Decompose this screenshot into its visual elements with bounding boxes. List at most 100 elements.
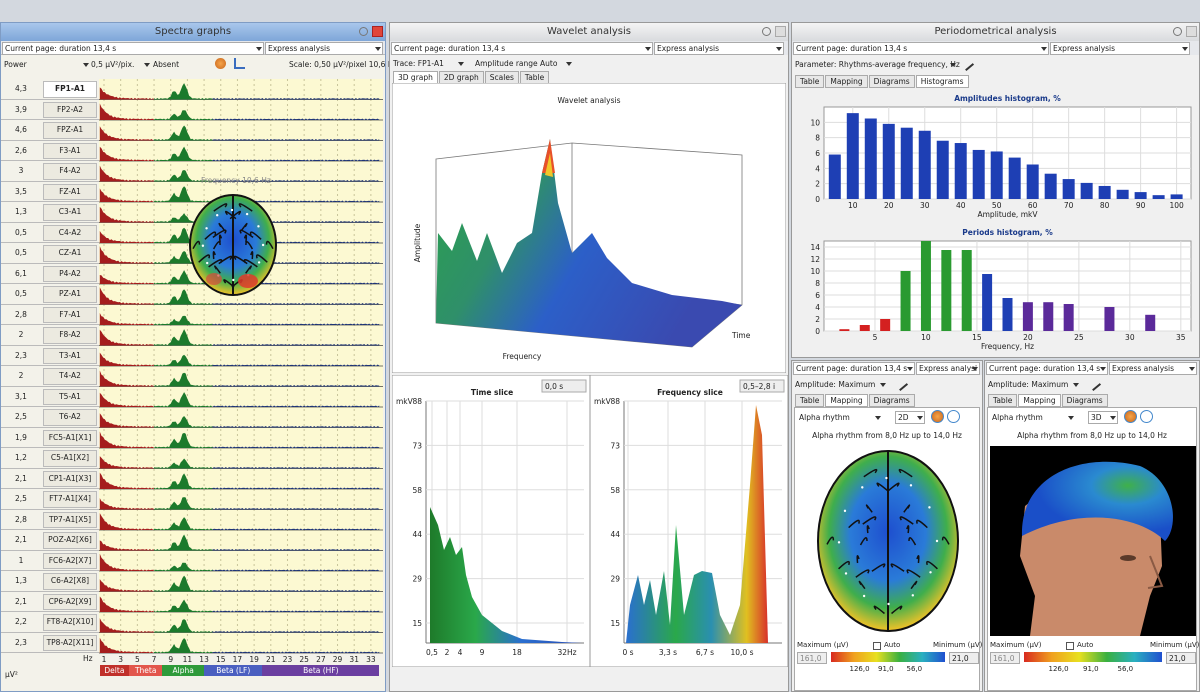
page-dropdown[interactable]: Current page: duration 13,4 s <box>986 362 1108 375</box>
channel-value: 2,6 <box>15 145 27 155</box>
tab[interactable]: Mapping <box>1018 394 1061 407</box>
channel-label-box[interactable] <box>43 306 97 323</box>
channel-label-box[interactable] <box>43 429 97 446</box>
channel-label-box[interactable] <box>43 183 97 200</box>
channel-label-box[interactable] <box>43 470 97 487</box>
channel-label-box[interactable] <box>43 573 97 590</box>
dropdown-arrow[interactable] <box>375 47 381 51</box>
channel-label-box[interactable] <box>43 409 97 426</box>
pin-button[interactable] <box>762 27 771 36</box>
dropdown-arrow[interactable] <box>1068 416 1074 420</box>
max-input[interactable]: 161,0 <box>797 652 827 664</box>
channel-label-box[interactable] <box>43 593 97 610</box>
tab[interactable]: Diagrams <box>868 75 915 88</box>
dropdown-arrow[interactable] <box>917 416 923 420</box>
dropdown-arrow[interactable] <box>1100 367 1106 371</box>
dropdown-arrow[interactable] <box>950 63 956 67</box>
dropdown-arrow[interactable] <box>875 416 881 420</box>
tab[interactable]: Mapping <box>825 394 868 407</box>
dropdown-arrow[interactable] <box>972 367 978 371</box>
channel-label-box[interactable] <box>43 122 97 139</box>
channel-label-box[interactable] <box>43 245 97 262</box>
dropdown-arrow[interactable] <box>144 63 150 67</box>
express-dropdown[interactable]: Express analysi <box>916 362 980 375</box>
tab[interactable]: Diagrams <box>868 394 915 407</box>
channel-label-box[interactable] <box>43 491 97 508</box>
dropdown-arrow[interactable] <box>1073 383 1079 387</box>
close-button[interactable] <box>372 26 383 37</box>
channel-label-box[interactable] <box>43 368 97 385</box>
tab[interactable]: Mapping <box>825 75 868 88</box>
title-bar: Periodometrical analysis <box>792 23 1199 41</box>
express-dropdown[interactable]: Express analysis <box>1109 362 1197 375</box>
channel-label-box[interactable] <box>43 163 97 180</box>
title-bar: Spectra graphs <box>1 23 385 41</box>
channel-label-box[interactable] <box>43 347 97 364</box>
dropdown-arrow[interactable] <box>566 62 572 66</box>
mode-dropdown[interactable]: 3D <box>1088 411 1118 424</box>
channel-label-box[interactable] <box>43 265 97 282</box>
min-input[interactable]: 21,0 <box>1166 652 1196 664</box>
channel-label-box[interactable] <box>43 614 97 631</box>
channel-label-box[interactable] <box>43 101 97 118</box>
channel-label-box[interactable] <box>43 450 97 467</box>
dropdown-arrow[interactable] <box>458 62 464 66</box>
dropdown-arrow[interactable] <box>1189 367 1195 371</box>
page-dropdown[interactable]: Current page: duration 13,4 s <box>793 362 915 375</box>
settings-icon[interactable] <box>893 376 909 392</box>
express-dropdown[interactable]: Express analysis <box>1050 42 1190 55</box>
express-dropdown[interactable]: Express analysis <box>265 42 383 55</box>
label: μV² <box>5 670 18 679</box>
brain-button[interactable] <box>1124 410 1137 423</box>
channel-label-box[interactable] <box>43 286 97 303</box>
dropdown-arrow[interactable] <box>1182 47 1188 51</box>
max-input[interactable]: 161,0 <box>990 652 1020 664</box>
close-button[interactable] <box>1186 26 1197 37</box>
settings-icon[interactable] <box>959 56 975 72</box>
channel-label-box[interactable] <box>43 81 97 98</box>
page-dropdown[interactable]: Current page: duration 13,4 s <box>2 42 264 55</box>
dropdown-arrow[interactable] <box>776 47 782 51</box>
histogram-bar <box>1002 298 1013 331</box>
auto-checkbox[interactable] <box>1066 642 1074 650</box>
tab[interactable]: Table <box>988 394 1018 407</box>
mode-dropdown[interactable]: 2D <box>895 411 925 424</box>
pin-button[interactable] <box>1173 27 1182 36</box>
reset-button[interactable] <box>947 410 960 423</box>
caption: Alpha rhythm from 8,0 Hz up to 14,0 Hz <box>812 431 962 440</box>
page-dropdown[interactable]: Current page: duration 13,4 s <box>391 42 653 55</box>
settings-icon[interactable] <box>1086 376 1102 392</box>
channel-label-box[interactable] <box>43 511 97 528</box>
brain-icon[interactable] <box>215 58 226 69</box>
dropdown-arrow[interactable] <box>1041 47 1047 51</box>
channel-label-box[interactable] <box>43 142 97 159</box>
tab[interactable]: Diagrams <box>1061 394 1108 407</box>
dropdown-arrow[interactable] <box>83 63 89 67</box>
channel-label-box[interactable] <box>43 532 97 549</box>
dropdown-arrow[interactable] <box>1110 416 1116 420</box>
channel-label-box[interactable] <box>43 388 97 405</box>
min-input[interactable]: 21,0 <box>949 652 979 664</box>
page-dropdown[interactable]: Current page: duration 13,4 s <box>793 42 1049 55</box>
dropdown-arrow[interactable] <box>645 47 651 51</box>
tab[interactable]: Table <box>795 75 825 88</box>
channel-label-box[interactable] <box>43 634 97 651</box>
channel-label-box[interactable] <box>43 224 97 241</box>
dropdown-arrow[interactable] <box>907 367 913 371</box>
tab[interactable]: Histograms <box>915 75 969 88</box>
dropdown-arrow[interactable] <box>880 383 886 387</box>
reset-button[interactable] <box>1140 410 1153 423</box>
express-dropdown[interactable]: Express analysis <box>654 42 784 55</box>
tab[interactable]: Table <box>795 394 825 407</box>
channel-label-box[interactable] <box>43 327 97 344</box>
auto-checkbox[interactable] <box>873 642 881 650</box>
y-tick-label: 44 <box>412 530 422 539</box>
channel-label-box[interactable] <box>43 552 97 569</box>
dropdown-arrow[interactable] <box>256 47 262 51</box>
pin-button[interactable] <box>359 27 368 36</box>
channel-label-box[interactable] <box>43 204 97 221</box>
histogram-bar <box>1145 314 1156 331</box>
close-button[interactable] <box>775 26 786 37</box>
spectrum-icon[interactable] <box>234 58 245 69</box>
brain-button[interactable] <box>931 410 944 423</box>
